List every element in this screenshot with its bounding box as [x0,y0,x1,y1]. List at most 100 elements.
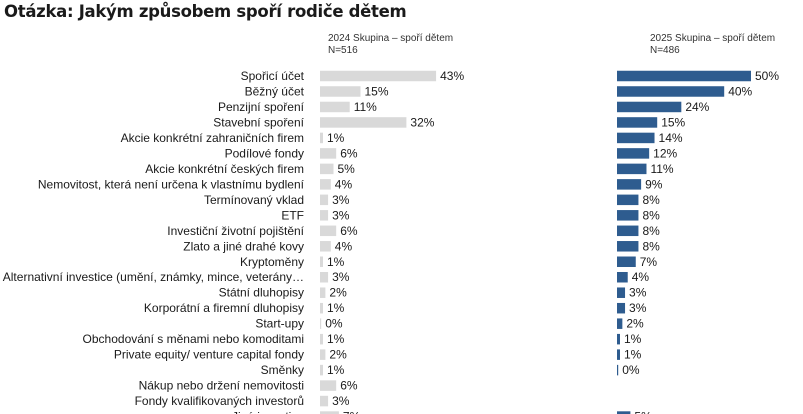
bar-2024 [320,194,329,206]
bar-2024 [320,395,329,407]
bar-2024 [320,70,437,82]
series-2025-n: N=486 [650,45,680,56]
bar-2024 [320,86,361,97]
value-label-2025: 7% [640,255,658,269]
series-2025-header: 2025 Skupina – spoří dětem N=486 [650,33,775,57]
value-label-2024: 6% [340,379,358,393]
value-label-2025: 5% [634,410,652,414]
value-label-2024: 3% [332,193,350,207]
value-label-2025: 4% [632,270,650,284]
category-label: Nákup nebo držení nemovitosti [139,379,304,393]
value-label-2024: 43% [440,69,464,83]
bar-2025 [617,86,725,97]
value-label-2025: 15% [661,115,685,129]
bar-2024 [320,380,337,391]
value-label-2025: 3% [629,301,647,315]
value-label-2025: 12% [653,146,677,160]
bar-2025 [617,241,639,252]
value-label-2025: 8% [642,239,660,253]
value-label-2024: 1% [327,332,345,346]
category-label: Penzijní spoření [218,100,305,114]
bar-2024 [320,101,350,113]
value-label-2024: 1% [327,301,345,315]
value-label-2024: 11% [354,100,377,114]
bar-2024 [320,349,326,360]
bar-2025 [617,349,620,360]
value-label-2025: 50% [755,69,779,83]
category-label: Start-upy [255,317,304,331]
bar-2025 [617,256,636,268]
bar-2025 [617,333,620,345]
value-label-2025: 3% [629,286,647,300]
bar-2025 [617,101,682,113]
bar-2024 [320,256,323,268]
value-label-2024: 2% [329,286,347,300]
category-label: Nemovitost, která není určena k vlastním… [38,177,305,191]
value-label-2024: 6% [340,146,358,160]
category-label: Běžný účet [245,84,305,98]
bar-2025 [617,163,647,175]
question-title: Otázka: Jakým způsobem spoří rodiče děte… [4,2,407,21]
value-label-2025: 14% [659,131,683,145]
bar-2024 [320,117,407,128]
bar-2025 [617,148,650,159]
category-label: Podílové fondy [225,146,304,160]
category-label: Zlato a jiné drahé kovy [183,239,304,253]
bar-2025 [617,271,628,283]
value-label-2024: 32% [410,115,434,129]
bar-2024 [320,148,337,159]
value-label-2024: 5% [338,162,356,176]
bar-2024 [320,302,323,314]
value-label-2024: 1% [327,363,345,377]
bar-2024 [320,333,323,345]
value-label-2024: 6% [340,224,358,238]
value-label-2025: 8% [642,224,660,238]
category-label: Investiční životní pojištění [167,224,304,238]
bar-2024 [320,318,322,329]
value-label-2024: 1% [327,255,345,269]
bar-2025 [617,302,626,314]
category-label: Alternativní investice (umění, známky, m… [3,270,304,284]
value-label-2025: 8% [642,193,660,207]
value-label-2025: 9% [645,177,663,191]
bar-2024 [320,241,331,252]
value-label-2025: 11% [650,162,673,176]
bar-2025 [617,132,655,144]
series-2024-n: N=516 [328,45,358,56]
value-label-2025: 1% [624,332,642,346]
bar-2025 [617,210,639,221]
bar-2025 [617,179,642,190]
series-2024-header: 2024 Skupina – spoří dětem N=516 [328,33,453,57]
value-label-2025: 1% [624,348,642,362]
bar-2024 [320,225,337,237]
value-label-2024: 4% [335,177,353,191]
category-label: Stavební spoření [213,115,304,129]
category-label: Jiná investice [232,410,304,414]
series-2024-name: 2024 Skupina – spoří dětem [328,33,454,44]
value-label-2024: 2% [329,348,347,362]
bar-2024 [320,210,329,221]
value-label-2024: 4% [335,239,353,253]
value-label-2025: 0% [622,363,640,377]
bar-2025 [617,70,751,82]
bar-2025 [617,411,631,414]
bar-2024 [320,364,323,376]
category-label: Private equity/ venture capital fondy [114,348,304,362]
bar-2024 [320,287,326,298]
value-label-2024: 7% [343,410,361,414]
category-label: Fondy kvalifikovaných investorů [135,394,304,408]
category-label: Směnky [261,363,304,377]
category-label: Akcie konkrétní zahraničních firem [121,131,304,145]
category-label: Obchodování s měnami nebo komoditami [83,332,304,346]
bar-2024 [320,179,331,190]
value-label-2024: 1% [327,131,345,145]
category-label: Státní dluhopisy [219,286,304,300]
value-label-2025: 40% [728,84,752,98]
bar-2025 [617,287,626,298]
value-label-2024: 3% [332,270,350,284]
category-label: Kryptoměny [240,255,304,269]
bar-2024 [320,163,334,175]
category-label: Termínovaný vklad [204,193,304,207]
bar-2024 [320,271,329,283]
